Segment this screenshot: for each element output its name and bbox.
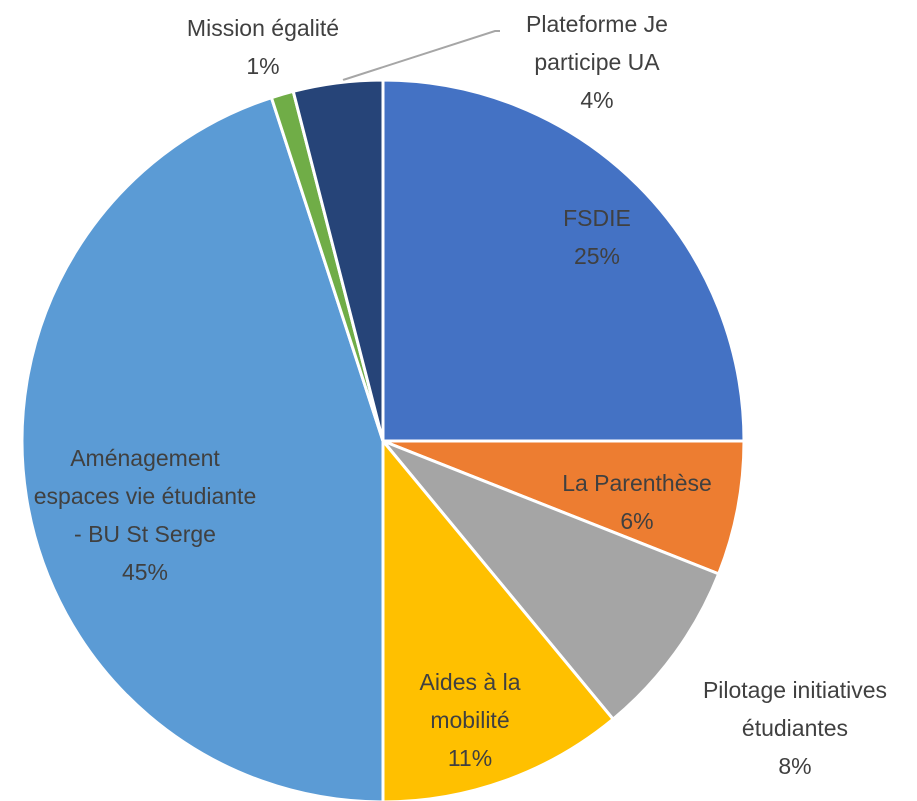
slice [291,78,385,443]
label-box: La Parenthèse 6% [527,402,747,602]
category-label: Mission égalité [186,15,340,41]
value-label: 6% [620,508,654,534]
value-label: 1% [246,53,280,79]
category-label: FSDIE [563,205,631,231]
category-label: Aménagement espaces vie étudiante - BU S… [33,445,257,547]
value-label: 8% [778,753,812,779]
slice [20,96,385,801]
label-box: Mission égalité 1% [153,0,373,147]
slice-label: Aides à la mobilité 11% [395,620,545,801]
slices [20,78,746,801]
label-box: Aménagement espaces vie étudiante - BU S… [29,415,261,615]
label-box: Aides à la mobilité 11% [395,620,545,801]
category-label: La Parenthèse [562,470,712,496]
label-box: Pilotage initiatives étudiantes 8% [670,628,917,801]
value-label: 25% [573,243,621,269]
leader-line [342,30,500,81]
value-label: 4% [580,87,614,113]
slice [381,78,746,443]
slice [381,439,721,721]
slice-label: Plateforme Je participe UA 4% [497,0,697,162]
label-box: Plateforme Je participe UA 4% [497,0,697,162]
slice-label: La Parenthèse 6% [527,402,747,602]
slice [381,439,746,576]
label-box: FSDIE 25% [497,137,697,337]
slice-label: Mission égalité 1% [153,0,373,147]
category-label: Pilotage initiatives étudiantes [702,677,888,741]
slice [381,439,615,801]
value-label: 45% [121,559,169,585]
slice-label: Pilotage initiatives étudiantes 8% [670,628,917,801]
slice-label: Aménagement espaces vie étudiante - BU S… [29,415,261,615]
category-label: Plateforme Je participe UA [526,11,668,75]
category-label: Aides à la mobilité [419,669,521,733]
slice-label: FSDIE 25% [497,137,697,337]
value-label: 11% [447,745,493,771]
